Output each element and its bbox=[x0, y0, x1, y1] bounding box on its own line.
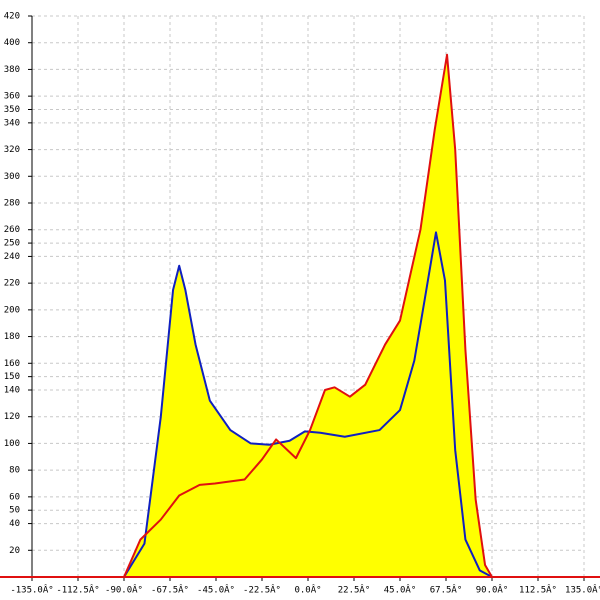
area-fill bbox=[124, 54, 492, 577]
y-tick-label: 380 bbox=[4, 65, 20, 75]
y-tick-label: 340 bbox=[4, 118, 20, 128]
y-tick-label: 120 bbox=[4, 412, 20, 422]
x-tick-label: -135.0Â° bbox=[10, 584, 53, 596]
y-tick-label: 220 bbox=[4, 279, 20, 289]
y-tick-label: 180 bbox=[4, 332, 20, 342]
x-tick-label: 45.0Â° bbox=[384, 584, 417, 596]
x-tick-label: -22.5Â° bbox=[243, 584, 281, 596]
y-tick-label: 60 bbox=[9, 492, 20, 502]
y-tick-label: 200 bbox=[4, 305, 20, 315]
x-tick-label: -45.0Â° bbox=[197, 584, 235, 596]
y-tick-label: 40 bbox=[9, 519, 20, 529]
y-tick-label: 140 bbox=[4, 386, 20, 396]
y-tick-label: 280 bbox=[4, 199, 20, 209]
y-tick-label: 350 bbox=[4, 105, 20, 115]
x-tick-label: 135.0Â° bbox=[565, 584, 600, 596]
series-line bbox=[123, 53, 493, 578]
y-tick-label: 250 bbox=[4, 239, 20, 249]
y-tick-label: 100 bbox=[4, 439, 20, 449]
series-line bbox=[123, 231, 493, 578]
y-tick-label: 360 bbox=[4, 92, 20, 102]
x-tick-label: 22.5Â° bbox=[338, 584, 371, 596]
y-tick-label: 420 bbox=[4, 12, 20, 22]
x-tick-label: -90.0Â° bbox=[105, 584, 143, 596]
x-tick-label: -112.5Â° bbox=[56, 584, 99, 596]
y-tick-label: 50 bbox=[9, 506, 20, 516]
x-tick-label: -67.5Â° bbox=[151, 584, 189, 596]
x-tick-label: 90.0Â° bbox=[476, 584, 509, 596]
y-tick-label: 320 bbox=[4, 145, 20, 155]
y-tick-label: 150 bbox=[4, 372, 20, 382]
y-tick-label: 400 bbox=[4, 38, 20, 48]
y-tick-label: 80 bbox=[9, 466, 20, 476]
x-tick-label: 67.5Â° bbox=[430, 584, 463, 596]
y-tick-label: 260 bbox=[4, 225, 20, 235]
y-tick-label: 160 bbox=[4, 359, 20, 369]
y-tick-label: 20 bbox=[9, 546, 20, 556]
x-tick-label: 0.0Â° bbox=[294, 584, 321, 596]
y-tick-label: 300 bbox=[4, 172, 20, 182]
x-tick-label: 112.5Â° bbox=[519, 584, 557, 596]
y-tick-label: 240 bbox=[4, 252, 20, 262]
